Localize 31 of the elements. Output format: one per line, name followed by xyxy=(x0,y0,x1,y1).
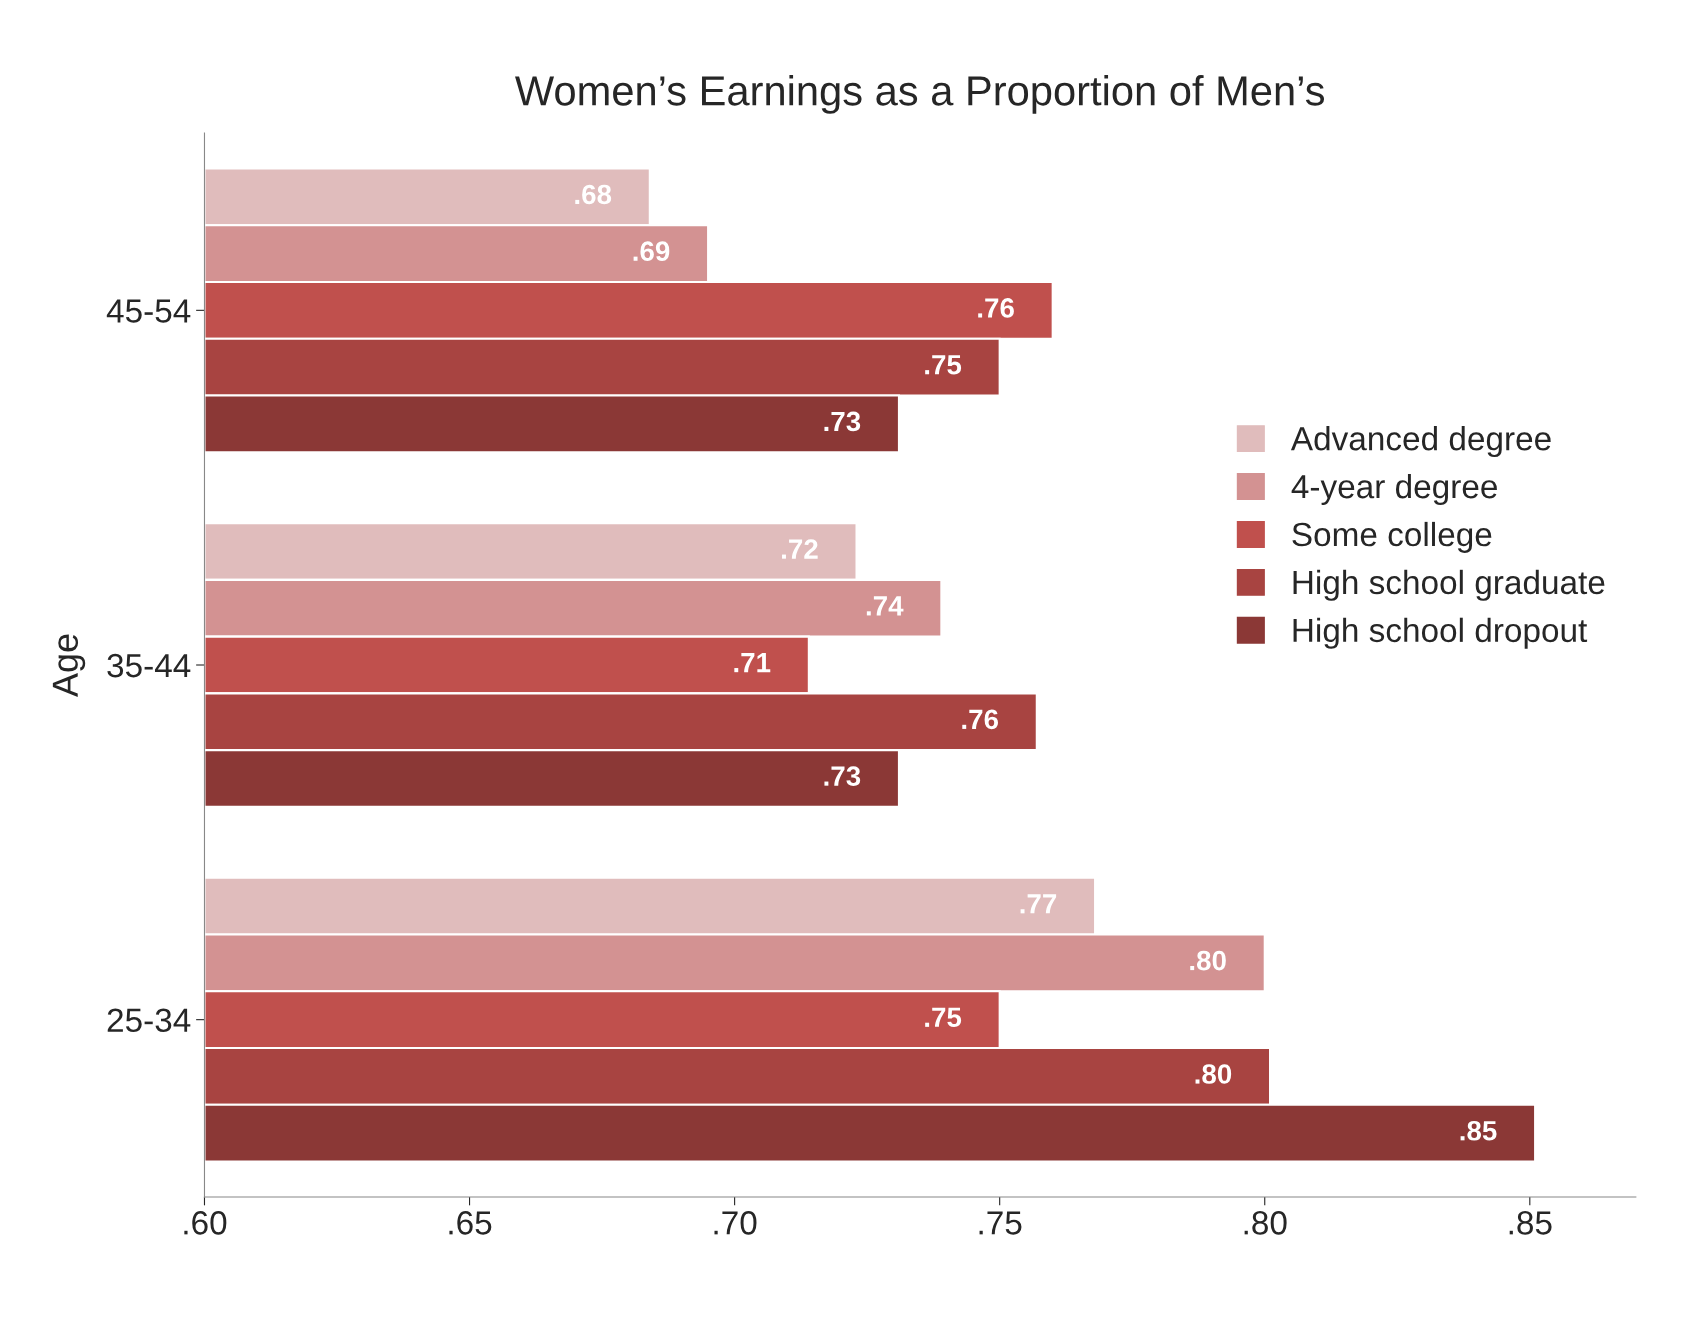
data-label: .72 xyxy=(782,539,818,559)
y-tick-label: 45-54 xyxy=(106,299,191,323)
legend-label: High school graduate xyxy=(1293,569,1605,601)
x-tick-label: .70 xyxy=(714,1211,757,1235)
legend-label: Some college xyxy=(1292,521,1492,553)
chart-title: Women’s Earnings as a Proportion of Men’s xyxy=(515,75,1325,114)
y-axis-title: Age xyxy=(52,634,86,698)
legend-label: High school dropout xyxy=(1293,617,1588,649)
x-tick-label: .75 xyxy=(979,1211,1022,1235)
y-tick-label: 25-34 xyxy=(107,1008,191,1033)
data-label: .85 xyxy=(1460,1120,1497,1141)
x-tick-label: .60 xyxy=(184,1211,227,1235)
x-tick-label: .80 xyxy=(1244,1211,1287,1235)
data-label: .69 xyxy=(633,241,670,262)
data-label: .73 xyxy=(824,411,861,432)
legend-label: 4-year degree xyxy=(1291,473,1497,506)
data-label: .77 xyxy=(1020,894,1057,914)
data-label: .80 xyxy=(1195,1064,1232,1084)
data-label: .74 xyxy=(866,596,904,616)
data-label: .71 xyxy=(734,653,771,673)
data-label: .75 xyxy=(925,355,962,375)
x-tick-label: .65 xyxy=(449,1211,492,1235)
data-label: .68 xyxy=(575,184,612,205)
data-label: .75 xyxy=(925,1007,962,1028)
data-label: .80 xyxy=(1190,950,1226,971)
data-label: .76 xyxy=(962,709,999,730)
x-tick-label: .85 xyxy=(1509,1211,1552,1235)
legend-label: Advanced degree xyxy=(1290,426,1551,458)
y-tick-label: 35-44 xyxy=(107,653,191,678)
data-label: .76 xyxy=(978,298,1014,318)
data-label: .73 xyxy=(824,766,861,786)
